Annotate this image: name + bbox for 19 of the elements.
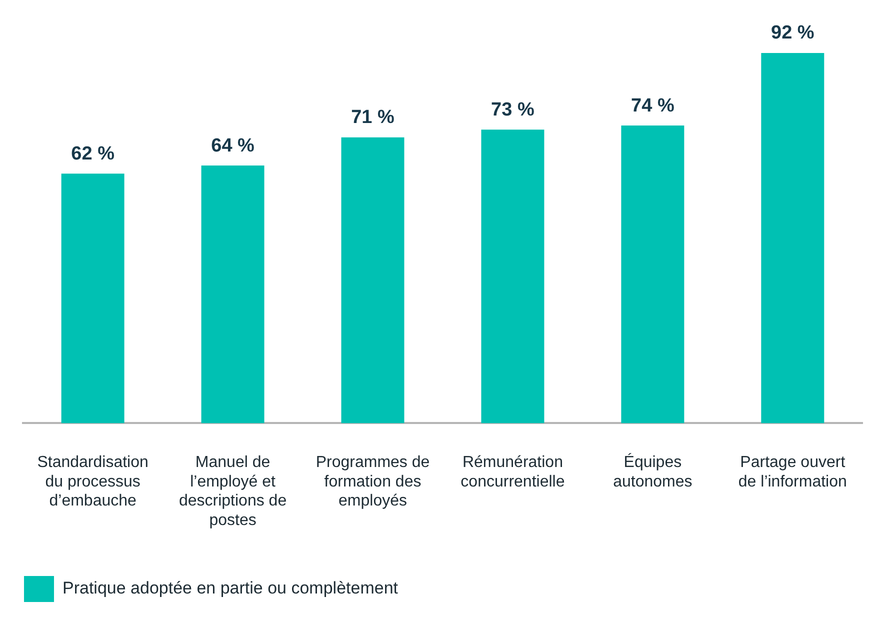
x-tick-label: Programmes de formation des employés xyxy=(316,454,430,510)
x-tick-label: Partage ouvert de l’information xyxy=(738,454,847,490)
bar xyxy=(61,174,124,424)
bar xyxy=(201,166,264,424)
x-tick-label: Manuel de l’employé et descriptions de postes xyxy=(178,454,287,529)
text: 64 % xyxy=(211,135,254,156)
text: 62 % xyxy=(71,143,114,164)
bar xyxy=(341,137,404,424)
bar xyxy=(481,130,544,424)
x-tick-label: Rémunération concurrentielle xyxy=(460,454,565,490)
legend-label: Pratique adoptée en partie ou complètement xyxy=(62,578,398,598)
text: 92 % xyxy=(770,22,814,44)
x-tick-label: Équipes autonomes xyxy=(613,453,692,490)
bar xyxy=(621,126,684,424)
text: 71 % xyxy=(351,107,394,128)
text: 74 % xyxy=(631,95,674,116)
text: 73 % xyxy=(491,99,534,120)
x-tick-label: Standardisation du processus d’embauche xyxy=(37,454,148,510)
bar xyxy=(761,53,824,424)
